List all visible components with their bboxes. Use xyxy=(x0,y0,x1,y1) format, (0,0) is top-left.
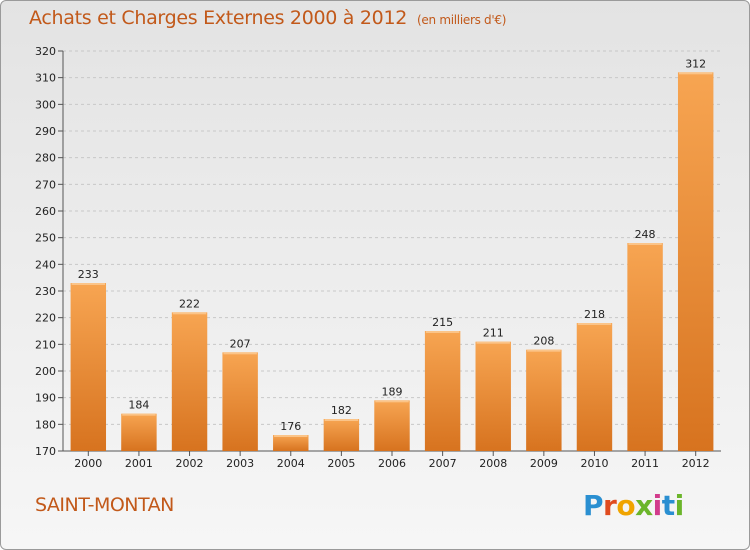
data-label: 184 xyxy=(128,399,149,412)
chart-title: Achats et Charges Externes 2000 à 2012 (e… xyxy=(29,7,506,29)
city-name: SAINT-MONTAN xyxy=(35,494,174,516)
bar-highlight xyxy=(122,413,156,416)
x-tick-label: 2007 xyxy=(429,457,457,470)
chart-unit: (en milliers d'€) xyxy=(417,13,507,27)
bar-highlight xyxy=(678,72,713,75)
logo-letter: x xyxy=(635,489,653,522)
x-tick-label: 2002 xyxy=(176,457,204,470)
bar-highlight xyxy=(628,243,662,245)
x-tick-label: 2012 xyxy=(682,457,710,470)
logo-letter: t xyxy=(661,489,675,522)
data-label: 312 xyxy=(685,57,706,70)
y-tick-label: 220 xyxy=(35,312,56,325)
y-tick-label: 260 xyxy=(35,205,56,218)
bar xyxy=(222,352,258,451)
bar xyxy=(526,349,562,451)
bar-highlight xyxy=(223,352,257,355)
chart-title-text: Achats et Charges Externes 2000 à 2012 xyxy=(29,7,408,29)
y-tick-label: 180 xyxy=(35,418,56,431)
bar xyxy=(323,419,360,451)
bar-highlight xyxy=(274,435,308,437)
bar xyxy=(576,323,613,451)
bar xyxy=(273,435,309,451)
y-tick-label: 310 xyxy=(35,72,56,85)
y-tick-label: 290 xyxy=(35,125,56,138)
data-label: 208 xyxy=(533,335,554,348)
y-tick-label: 200 xyxy=(35,365,56,378)
bar xyxy=(374,400,410,451)
logo-letter: o xyxy=(616,489,636,522)
data-label: 211 xyxy=(483,327,504,340)
bar-highlight xyxy=(577,323,612,325)
bar xyxy=(424,331,461,451)
data-label: 207 xyxy=(230,337,251,350)
bars xyxy=(70,72,714,451)
bar xyxy=(70,283,107,451)
bar xyxy=(627,243,663,451)
data-label: 182 xyxy=(331,404,352,417)
data-label: 233 xyxy=(78,268,99,281)
data-label: 215 xyxy=(432,316,453,329)
x-tick-label: 2000 xyxy=(74,457,102,470)
logo-letter: i xyxy=(674,489,685,522)
y-tick-label: 170 xyxy=(35,445,56,458)
x-tick-label: 2005 xyxy=(327,457,355,470)
x-tick-label: 2006 xyxy=(378,457,406,470)
y-tick-label: 250 xyxy=(35,232,56,245)
data-label: 176 xyxy=(280,420,301,433)
labels: 170 180 190 200 210 220 230 240 250 260 270 280 290 3… xyxy=(35,45,710,470)
y-tick-label: 230 xyxy=(35,285,56,298)
y-tick-label: 240 xyxy=(35,258,56,271)
data-label: 248 xyxy=(635,228,656,241)
x-tick-label: 2003 xyxy=(226,457,254,470)
proxiti-logo: Proxiti xyxy=(583,489,684,522)
bar-highlight xyxy=(425,331,460,333)
bar-highlight xyxy=(71,283,106,285)
bar xyxy=(475,341,511,451)
bar xyxy=(171,312,208,451)
x-tick-label: 2001 xyxy=(125,457,153,470)
x-tick-label: 2009 xyxy=(530,457,558,470)
y-tick-label: 190 xyxy=(35,392,56,405)
logo-letter: r xyxy=(603,489,617,522)
bar xyxy=(677,72,714,451)
x-tick-label: 2008 xyxy=(479,457,507,470)
bar-highlight xyxy=(172,312,207,315)
x-tick-label: 2010 xyxy=(580,457,608,470)
y-tick-label: 270 xyxy=(35,178,56,191)
data-label: 218 xyxy=(584,308,605,321)
bar-highlight xyxy=(476,341,510,344)
bar xyxy=(121,413,157,451)
y-tick-label: 210 xyxy=(35,338,56,351)
y-tick-label: 280 xyxy=(35,152,56,165)
x-tick-label: 2011 xyxy=(631,457,659,470)
logo-letter: i xyxy=(652,489,663,522)
logo-letter: P xyxy=(583,489,604,522)
bar-highlight xyxy=(527,349,561,352)
x-tick-label: 2004 xyxy=(277,457,305,470)
y-tick-label: 300 xyxy=(35,98,56,111)
bar-highlight xyxy=(324,419,359,421)
y-tick-label: 320 xyxy=(35,45,56,58)
bar-highlight xyxy=(375,400,409,403)
data-label: 222 xyxy=(179,297,200,310)
data-label: 189 xyxy=(382,385,403,398)
